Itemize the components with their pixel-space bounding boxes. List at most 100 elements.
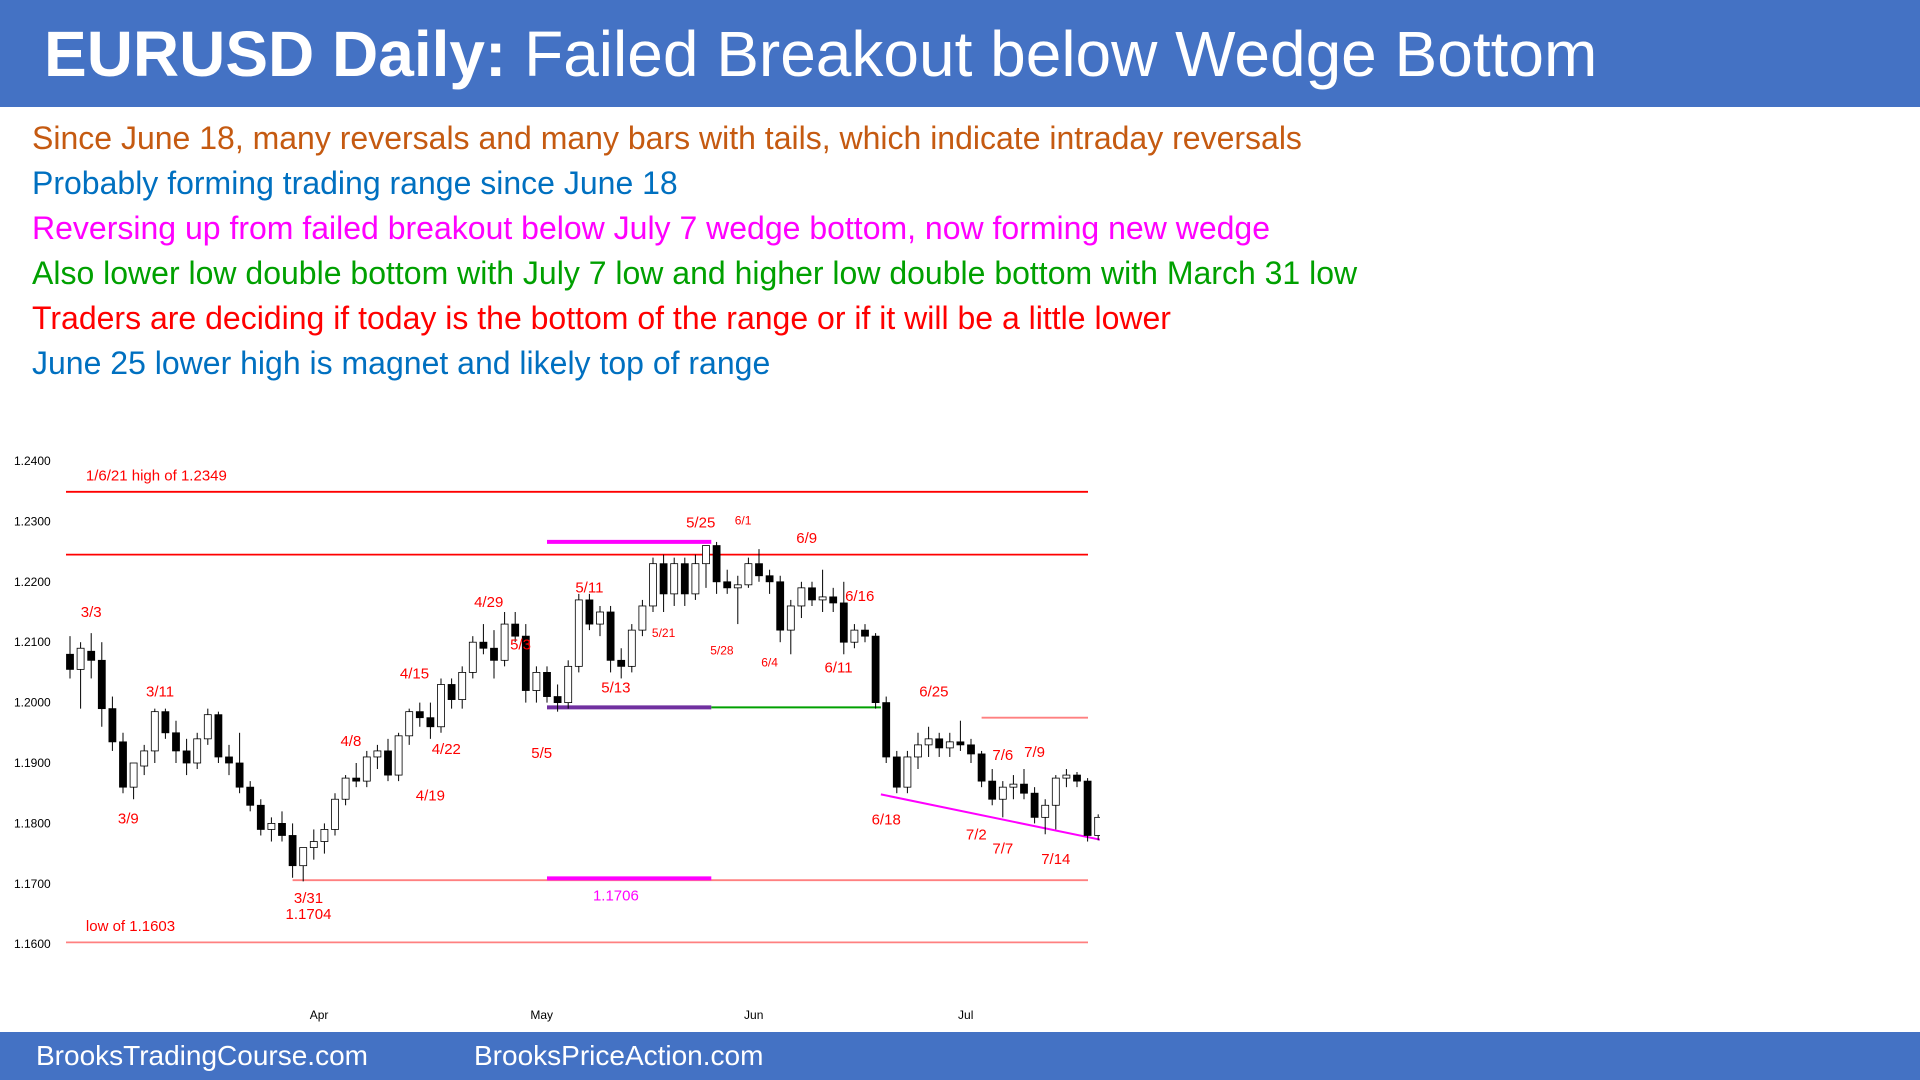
bull-candle [744,563,753,586]
bull-candle [76,647,85,670]
bear-candle [97,659,106,710]
bear-candle [490,647,498,661]
bear-candle [246,786,255,806]
bear-candle [447,684,456,700]
y-tick-label: 1.2300 [14,514,51,528]
y-tick-label: 1.1700 [14,877,51,891]
bear-candle [426,717,435,728]
chart-annotation: 5/3 [510,636,531,653]
bull-candle [299,847,308,867]
bull-candle [140,750,149,767]
chart-annotation: 1.1706 [593,888,639,905]
bull-candle [1009,783,1018,788]
bull-candle [924,738,933,746]
footer-site-left: BrooksTradingCourse.com [36,1040,368,1071]
footer-site-right: BrooksPriceAction.com [474,1040,764,1071]
bull-candle [373,750,382,758]
bull-candle [945,741,954,749]
bear-candle [415,711,424,719]
bull-candle [405,711,414,737]
bear-candle [723,581,732,589]
bear-candle [214,714,223,758]
bull-candle [1051,777,1060,806]
chart-annotation: 5/28 [710,643,734,657]
commentary-line: Also lower low double bottom with July 7… [32,255,1358,291]
bear-candle [479,641,488,649]
chart-annotation: 5/21 [652,626,676,640]
bear-candle [956,741,965,746]
chart-annotation: 4/8 [340,733,361,750]
bull-candle [150,711,159,752]
bull-candle [914,744,922,758]
bear-candle [1020,783,1028,794]
chart-annotation: 7/2 [966,827,987,844]
chart-annotation: 6/9 [796,530,817,547]
bull-candle [468,641,477,673]
y-tick-label: 1.2100 [14,635,51,649]
bear-candle [765,575,774,583]
bull-candle [733,584,742,589]
bull-candle [627,629,636,667]
bear-candle [235,762,244,788]
bear-candle [585,599,594,625]
commentary-line: Traders are deciding if today is the bot… [32,300,1171,336]
bull-candle [500,623,509,661]
bull-candle [362,756,371,782]
bear-candle [511,623,520,637]
bear-candle [882,702,891,758]
bear-candle [288,835,297,867]
x-tick-label: Jul [958,1008,973,1022]
bear-candle [172,732,180,752]
bear-candle [553,696,562,703]
title-rest: Failed Breakout below Wedge Bottom [506,18,1598,90]
bear-candle [1073,774,1081,782]
bear-candle [119,741,127,788]
bear-candle [606,611,615,661]
bear-candle [543,671,551,697]
commentary-line: Probably forming trading range since Jun… [32,165,678,201]
chart-annotation: 4/22 [432,741,461,758]
chart-annotation: low of 1.1603 [86,918,175,935]
bull-candle [203,714,212,740]
chart-annotation: 3/11 [146,684,174,701]
bull-candle [1041,804,1050,818]
bear-candle [225,756,233,764]
bull-candle [129,762,138,788]
bear-candle [1083,780,1092,836]
bear-candle [521,635,530,691]
chart-annotation: 4/29 [474,594,503,611]
title-bold: EURUSD Daily: [44,18,507,90]
chart-annotation: 4/19 [416,787,445,804]
bear-candle [66,653,74,670]
chart-annotation: 3/9 [118,810,139,827]
chart-annotation: 7/6 [992,747,1013,764]
bear-candle [161,711,170,734]
chart-annotation: 5/25 [686,514,715,531]
bull-candle [532,671,541,691]
bull-candle [638,605,647,631]
bull-candle [267,822,276,830]
chart-annotation: 1.1704 [286,906,332,923]
bull-candle [564,665,573,704]
chart-annotation: 6/25 [919,684,948,701]
chart-annotation: 3/3 [81,604,102,621]
chart-annotation: 1/6/21 high of 1.2349 [86,467,227,484]
price-chart: 1.2400 1.2300 1.2200 1.2100 1.2000 1.1900 1.18… [14,454,1100,1022]
y-tick-label: 1.2400 [14,454,51,468]
bear-candle [87,650,96,661]
bear-candle [352,777,361,782]
y-tick-label: 1.2200 [14,575,51,589]
footer-bar: BrooksTradingCourse.com BrooksPriceActio… [0,1032,1920,1080]
commentary-line: Since June 18, many reversals and many b… [32,120,1302,156]
x-tick-label: May [530,1008,553,1022]
bear-candle [1030,792,1039,818]
y-tick-label: 1.1600 [14,937,51,951]
bull-candle [193,738,202,764]
x-tick-label: Apr [310,1008,329,1022]
bear-candle [617,659,626,667]
bear-candle [829,596,838,604]
bull-candle [437,684,445,728]
commentary-line: Reversing up from failed breakout below … [32,210,1270,246]
y-tick-label: 1.2000 [14,696,51,710]
chart-annotation: 5/11 [575,580,603,597]
